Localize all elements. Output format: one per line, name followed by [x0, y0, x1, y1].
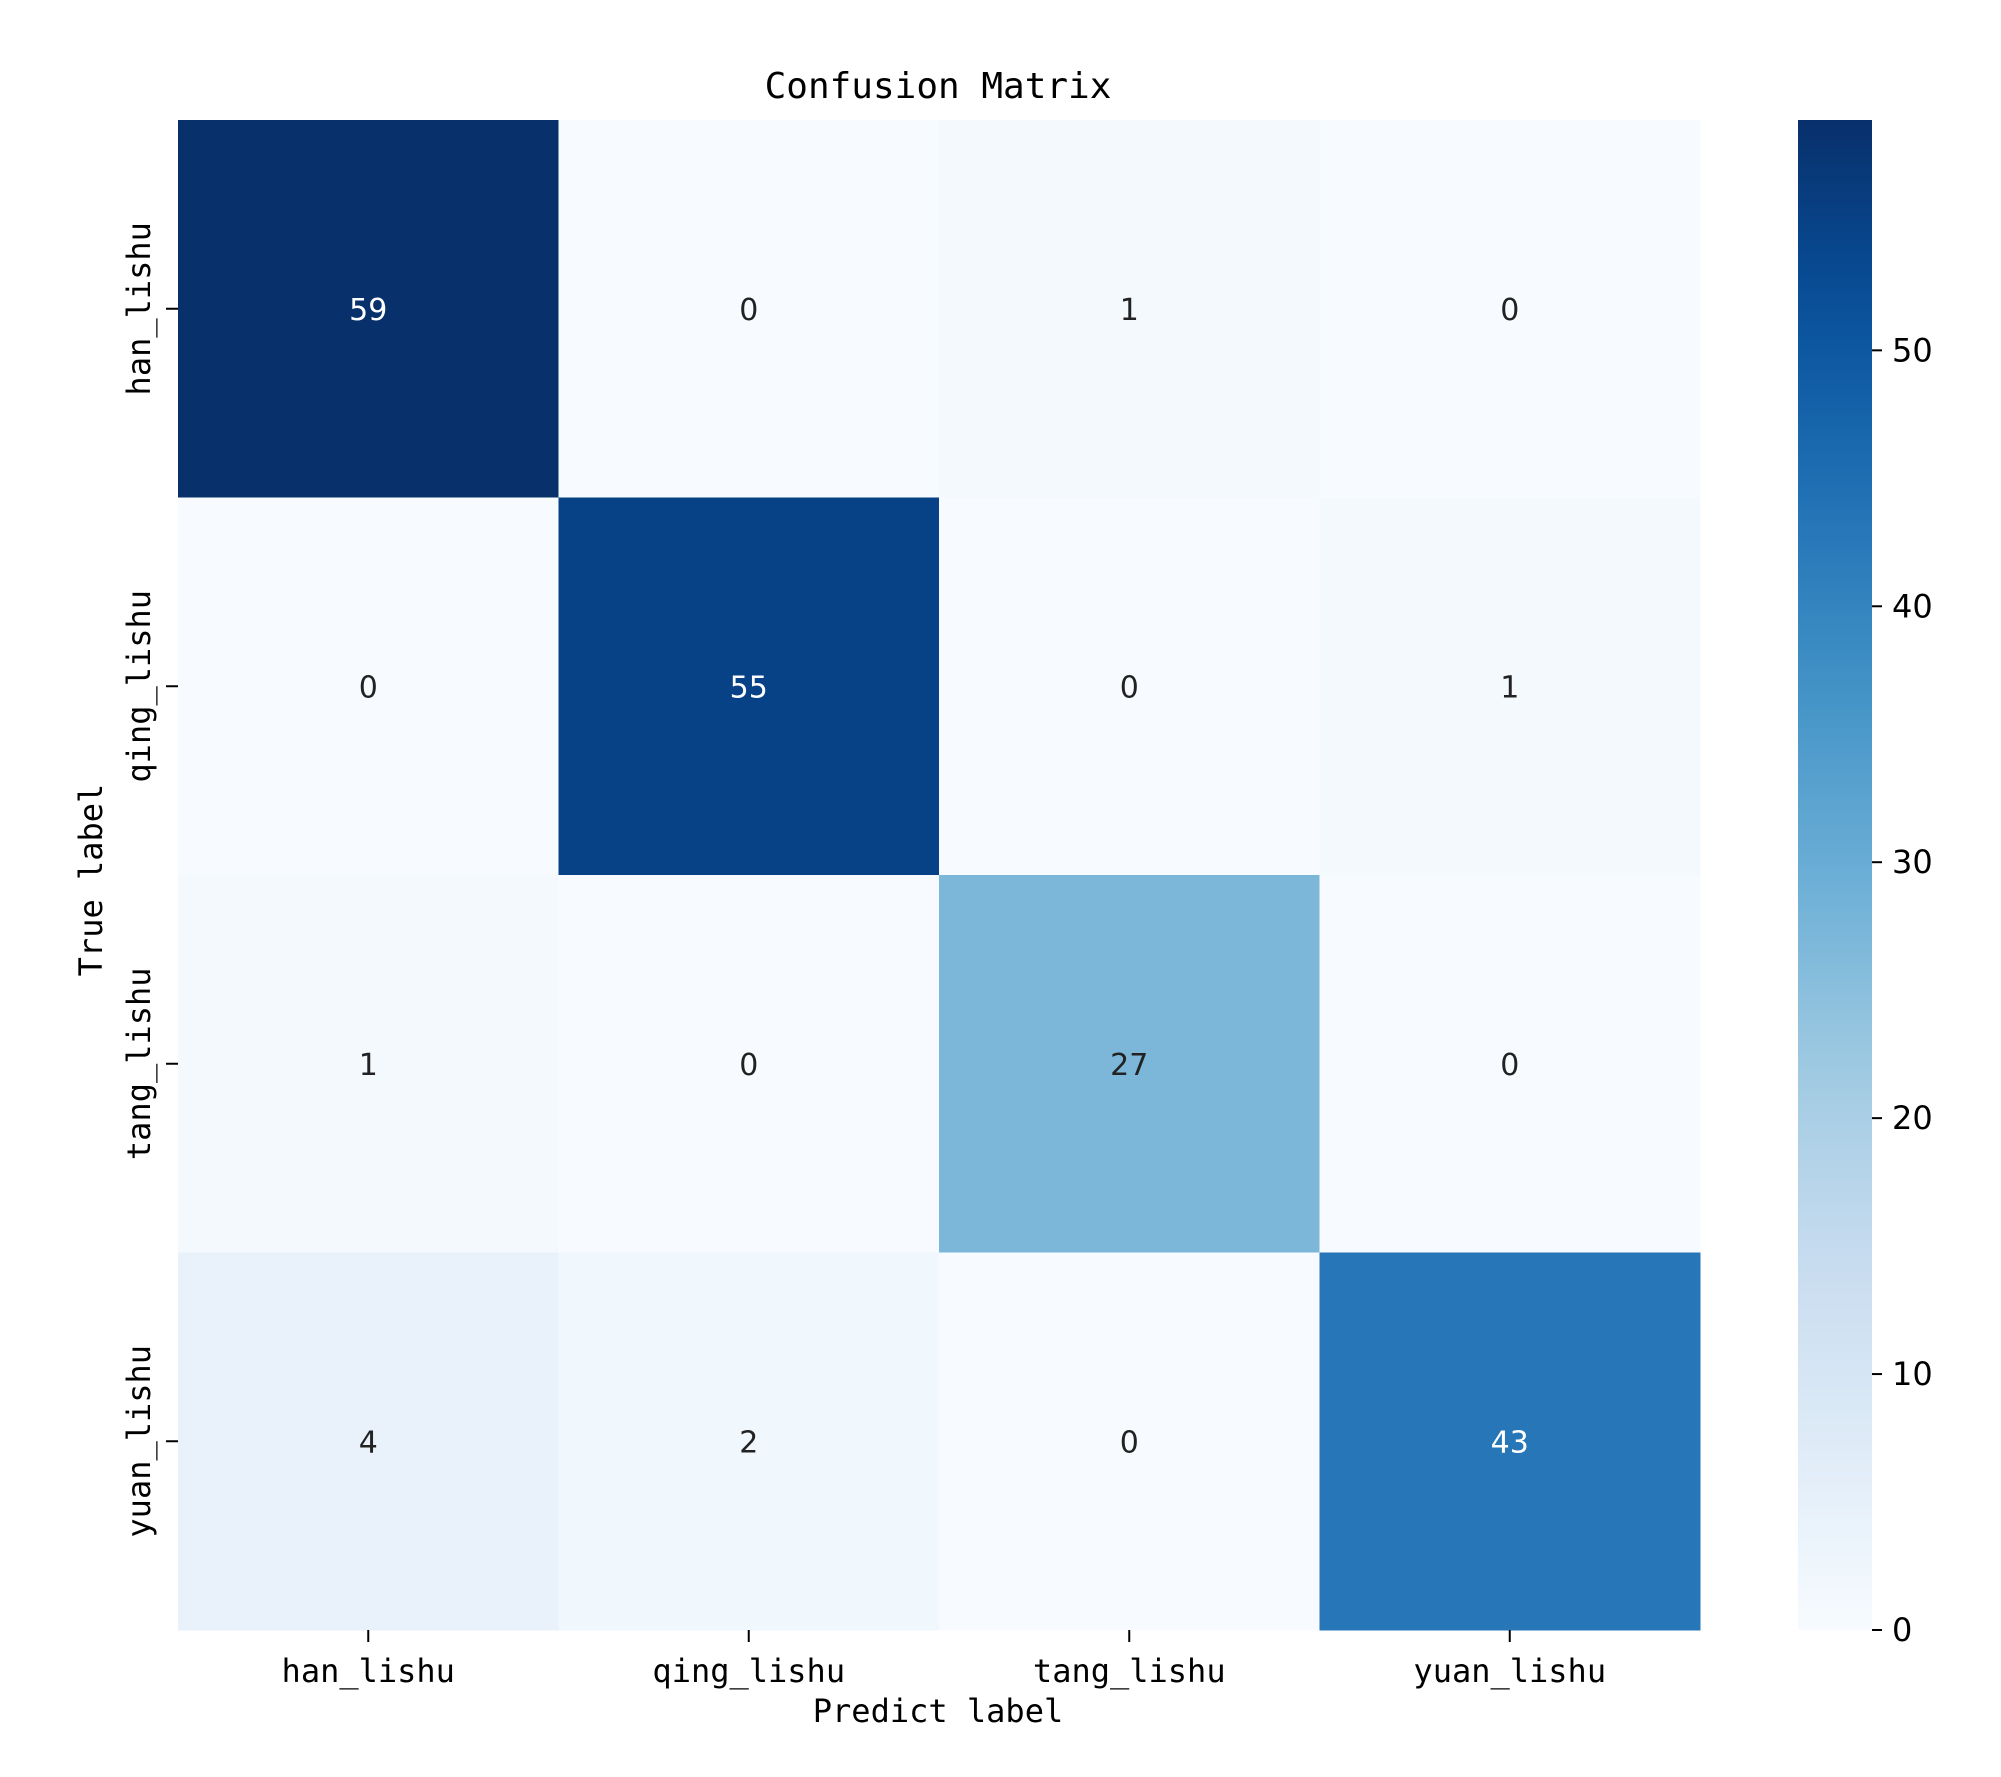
x-tick-label-2: tang_lishu: [1033, 1652, 1226, 1690]
heatmap-cell-r2-c3: [1319, 875, 1701, 1253]
cell-value-r2-c2: 27: [1110, 1048, 1148, 1083]
cell-value-r2-c3: 0: [1500, 1048, 1519, 1083]
heatmap-cell-r1-c3: [1319, 497, 1701, 876]
heatmap-cell-r3-c2: [939, 1252, 1320, 1631]
x-axis: han_lishu qing_lishu tang_lishu yuan_lishu: [282, 1630, 1606, 1690]
heatmap-cell-labels: 59 0 1 0 0 55 0 1 1 0 27 0 4 2 0 43: [349, 293, 1529, 1461]
y-tick-label-1: qing_lishu: [120, 590, 158, 783]
colorbar-tick-label-2: 20: [1892, 1099, 1933, 1137]
colorbar-tick-label-5: 50: [1892, 331, 1933, 369]
heatmap-cell-r0-c0: [178, 120, 559, 498]
colorbar-tick-label-3: 30: [1892, 843, 1933, 881]
heatmap-cell-r1-c2: [939, 497, 1320, 876]
x-tick-label-0: han_lishu: [282, 1652, 455, 1690]
chart-title: Confusion Matrix: [765, 66, 1112, 107]
cell-value-r1-c1: 55: [730, 670, 768, 705]
cell-value-r3-c3: 43: [1491, 1425, 1529, 1460]
cell-value-r1-c3: 1: [1500, 670, 1519, 705]
cell-value-r0-c2: 1: [1120, 293, 1139, 328]
y-tick-label-2: tang_lishu: [120, 967, 158, 1160]
heatmap-cell-r0-c2: [939, 120, 1320, 498]
colorbar-gradient: [1798, 120, 1872, 1630]
y-axis-label: True label: [72, 784, 110, 977]
x-axis-label: Predict label: [813, 1692, 1063, 1730]
heatmap-cell-r3-c3: [1319, 1252, 1701, 1631]
heatmap-cell-r3-c0: [178, 1252, 559, 1631]
cell-value-r1-c2: 0: [1120, 670, 1139, 705]
y-tick-label-3: yuan_lishu: [120, 1345, 158, 1538]
x-tick-label-3: yuan_lishu: [1413, 1652, 1606, 1690]
colorbar-tick-label-4: 40: [1892, 587, 1933, 625]
cell-value-r0-c3: 0: [1500, 293, 1519, 328]
y-axis: han_lishu qing_lishu tang_lishu yuan_lishu: [120, 222, 178, 1538]
cell-value-r3-c1: 2: [739, 1425, 758, 1460]
colorbar: 0 10 20 30 40 50: [1798, 120, 1933, 1649]
x-tick-label-1: qing_lishu: [652, 1652, 845, 1690]
colorbar-tick-label-1: 10: [1892, 1355, 1933, 1393]
heatmap-cell-r0-c3: [1319, 120, 1701, 498]
cell-value-r0-c0: 59: [349, 293, 387, 328]
cell-value-r2-c0: 1: [359, 1048, 378, 1083]
heatmap-cell-r2-c0: [178, 875, 559, 1253]
cell-value-r2-c1: 0: [739, 1048, 758, 1083]
cell-value-r3-c2: 0: [1120, 1425, 1139, 1460]
heatmap-cell-r0-c1: [558, 120, 940, 498]
heatmap-cell-r3-c1: [558, 1252, 940, 1631]
heatmap-cell-r2-c1: [558, 875, 940, 1253]
heatmap-cells: [178, 120, 1701, 1631]
cell-value-r1-c0: 0: [359, 670, 378, 705]
colorbar-tick-label-0: 0: [1892, 1611, 1912, 1649]
heatmap-cell-r2-c2: [939, 875, 1320, 1253]
cell-value-r3-c0: 4: [359, 1425, 378, 1460]
heatmap-cell-r1-c0: [178, 497, 559, 876]
cell-value-r0-c1: 0: [739, 293, 758, 328]
heatmap-cell-r1-c1: [558, 497, 940, 876]
y-tick-label-0: han_lishu: [120, 222, 158, 395]
